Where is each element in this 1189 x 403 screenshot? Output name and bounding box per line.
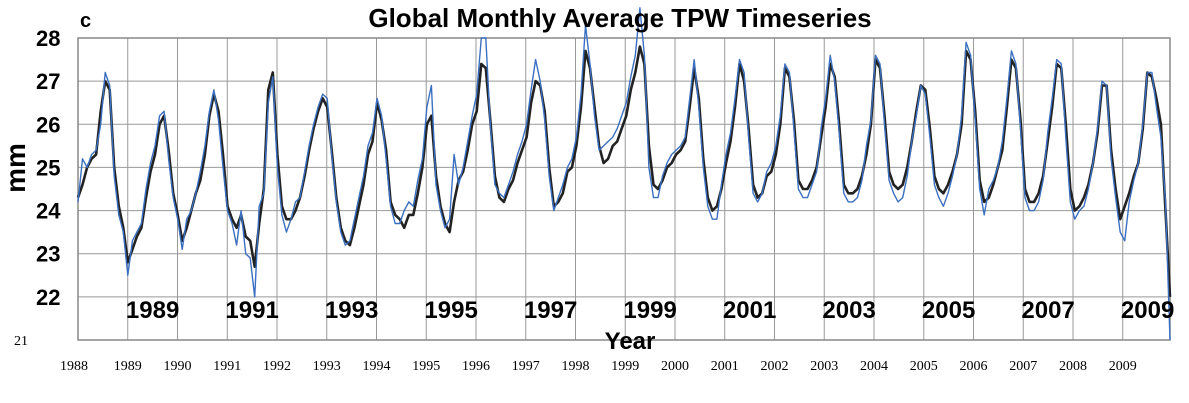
small-x-tick-label: 1997 [512,359,540,374]
small-x-tick-label: 2002 [760,359,788,374]
y-tick-label: 26 [36,112,60,137]
small-x-tick-label: 2003 [810,359,838,374]
bold-x-tick-labels: 1989 1991 1993 1995 1997 1999 2001 2003 2005 2007… [126,297,1174,324]
small-x-tick-label: 2007 [1009,359,1037,374]
small-x-tick-label: 2001 [711,359,739,374]
x-axis-label: Year [605,328,656,355]
bold-x-tick-label: 2001 [723,297,776,324]
small-x-tick-label: 2004 [860,359,888,374]
y-tick-label: 22 [36,285,60,310]
y-tick-label: 25 [36,155,60,180]
small-x-tick-label: 1992 [263,359,291,374]
bold-x-tick-label: 1991 [225,297,278,324]
small-x-tick-label: 1989 [114,359,142,374]
small-x-tick-label: 1996 [462,359,490,374]
small-x-tick-label: 1999 [611,359,639,374]
small-x-tick-label: 2009 [1109,359,1137,374]
small-x-tick-label: 1994 [362,359,390,374]
y-tick-label: 28 [36,26,60,51]
bold-x-tick-label: 2007 [1021,297,1074,324]
series-line-black [76,45,1172,297]
y-tick-label: 27 [36,69,60,94]
bold-x-tick-label: 1995 [424,297,477,324]
bold-x-tick-label: 2005 [922,297,975,324]
small-x-tick-label: 1993 [313,359,341,374]
bold-x-tick-label: 1993 [325,297,378,324]
small-x-tick-label: 2008 [1059,359,1087,374]
panel-label: c [80,10,91,32]
y-tick-label: 24 [36,199,61,224]
bold-x-tick-label: 1989 [126,297,179,324]
y-tick-labels: 22 23 24 25 26 27 28 21 [14,26,61,349]
series-line-blue [77,7,1171,341]
y-axis-label: mm [0,143,31,193]
small-x-tick-label: 1990 [163,359,191,374]
bold-x-tick-label: 2003 [822,297,875,324]
small-x-tick-label: 2000 [661,359,689,374]
small-x-tick-label: 2006 [959,359,987,374]
small-x-tick-label: 1988 [60,359,88,374]
small-x-tick-label: 2005 [910,359,938,374]
y-tick-label-extra: 21 [14,334,28,349]
bold-x-tick-label: 1999 [623,297,676,324]
bold-x-tick-label: 2009 [1121,297,1174,324]
small-x-tick-label: 1991 [213,359,241,374]
bold-x-tick-label: 1997 [524,297,577,324]
y-tick-label: 23 [36,242,60,267]
plot-area-frame [77,37,1171,341]
data-series [76,7,1172,341]
small-x-tick-label: 1998 [561,359,589,374]
small-x-tick-label: 1995 [412,359,440,374]
small-x-tick-labels: 1988 1989 1990 1991 1992 1993 1994 1995 1996 1997… [60,359,1137,374]
chart-title: Global Monthly Average TPW Timeseries [368,3,871,33]
